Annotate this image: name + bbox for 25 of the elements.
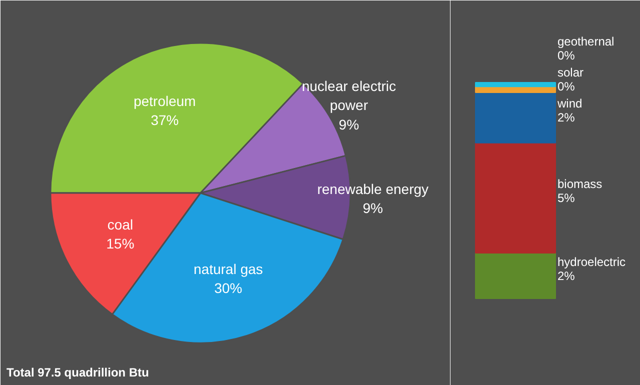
slice-label: coal	[107, 216, 134, 232]
data-label: 9%	[362, 200, 383, 216]
series-label: wind	[556, 96, 582, 111]
series-label: hydroelectric	[558, 254, 626, 269]
data-label: 2%	[558, 268, 576, 283]
series-label: biomass	[558, 176, 602, 191]
bar	[475, 82, 556, 88]
text: geothernal	[558, 34, 614, 49]
data-label: 37%	[150, 112, 179, 128]
data-label: 0%	[558, 48, 576, 63]
data-label: 30%	[214, 280, 242, 296]
bar	[475, 92, 556, 144]
data-label: 15%	[106, 235, 134, 252]
slice-label: natural gas	[194, 261, 263, 278]
data-label: 2%	[558, 110, 576, 125]
data-label: 9%	[338, 116, 360, 132]
slice-label: renewable energy	[317, 180, 429, 197]
series-label: solar	[558, 66, 584, 80]
data-label: 5%	[558, 190, 576, 205]
text: Total 97.5 quadrillion Btu	[6, 366, 149, 380]
data-label: 0%	[558, 80, 576, 94]
slice-label: nuclear electric power	[302, 78, 396, 114]
bar	[475, 142, 556, 254]
slice-label: petroleum	[134, 92, 196, 109]
bar	[475, 252, 556, 299]
